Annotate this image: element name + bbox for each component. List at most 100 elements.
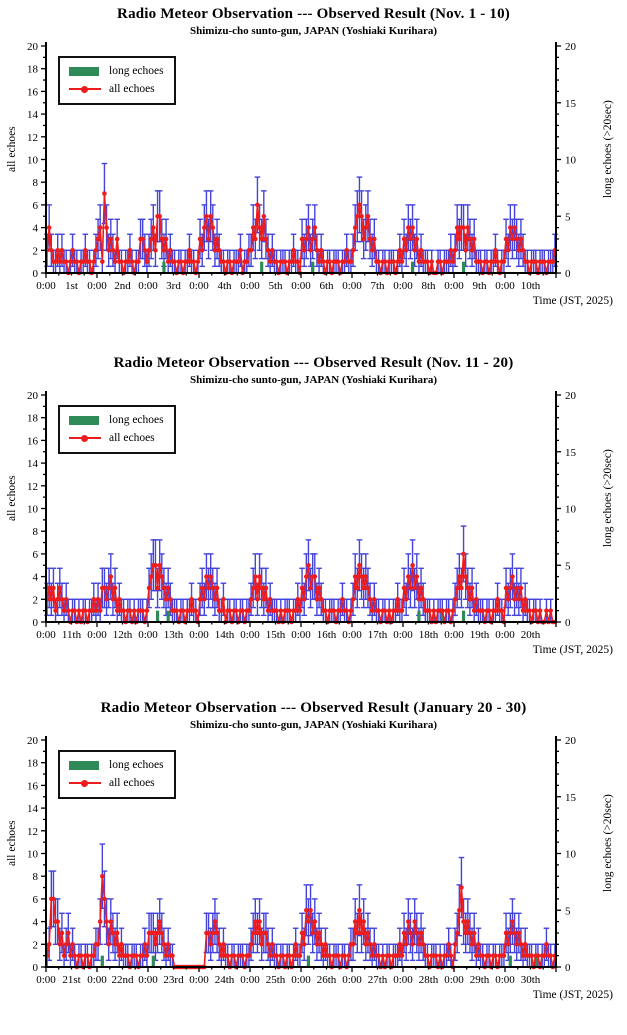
svg-text:0: 0 <box>565 617 571 629</box>
svg-text:10th: 10th <box>521 280 541 292</box>
chart-block-nov-1-10: Radio Meteor Observation --- Observed Re… <box>0 0 627 341</box>
chart-block-nov-11-20: Radio Meteor Observation --- Observed Re… <box>0 349 627 690</box>
axis-tick-labels: 0 0 2 4 5 6 8 10 10 12 14 15 16 18 20 20 0:00 11th 0:00 12t… <box>27 390 577 641</box>
legend: long echoes all echoes <box>58 405 176 454</box>
svg-text:12th: 12th <box>113 629 133 641</box>
svg-text:10: 10 <box>565 849 577 861</box>
long-echoes-bars <box>162 261 466 273</box>
svg-text:15: 15 <box>565 98 577 110</box>
svg-text:0:00: 0:00 <box>291 629 311 641</box>
svg-text:2nd: 2nd <box>114 280 131 292</box>
svg-text:5: 5 <box>565 211 571 223</box>
long-echoes-swatch-icon <box>69 66 99 76</box>
svg-text:15th: 15th <box>266 629 286 641</box>
svg-text:6: 6 <box>33 894 39 906</box>
axis-ticks <box>41 394 561 627</box>
svg-text:8th: 8th <box>421 280 436 292</box>
svg-text:0: 0 <box>565 962 571 974</box>
svg-text:18: 18 <box>27 758 39 770</box>
svg-text:16: 16 <box>27 780 39 792</box>
svg-text:0:00: 0:00 <box>444 280 464 292</box>
svg-text:0:00: 0:00 <box>189 974 209 986</box>
plot-area: 0 0 2 4 5 6 8 10 10 12 14 15 16 18 20 20 0:00 1st 0:00 2nd 0… <box>27 41 577 292</box>
svg-text:0:00: 0:00 <box>444 974 464 986</box>
all-echoes-markers <box>44 191 558 276</box>
svg-text:29th: 29th <box>470 974 490 986</box>
legend-row-long: long echoes <box>69 411 164 429</box>
long-echoes-swatch-icon <box>69 760 99 770</box>
svg-text:26th: 26th <box>317 974 337 986</box>
svg-text:0:00: 0:00 <box>87 280 107 292</box>
svg-text:0:00: 0:00 <box>495 974 515 986</box>
legend-row-all: all echoes <box>69 429 164 447</box>
svg-text:11th: 11th <box>62 629 82 641</box>
axis-ticks <box>41 739 561 972</box>
svg-text:14: 14 <box>27 458 39 470</box>
svg-text:7th: 7th <box>370 280 385 292</box>
svg-text:6: 6 <box>33 549 39 561</box>
svg-text:17th: 17th <box>368 629 388 641</box>
chart-title: Radio Meteor Observation --- Observed Re… <box>113 355 514 371</box>
svg-text:27th: 27th <box>368 974 388 986</box>
svg-text:3rd: 3rd <box>166 280 181 292</box>
svg-text:6th: 6th <box>319 280 334 292</box>
legend-all-label: all echoes <box>109 777 155 789</box>
chart-subtitle: Shimizu-cho sunto-gun, JAPAN (Yoshiaki K… <box>189 374 438 386</box>
svg-text:4th: 4th <box>217 280 232 292</box>
svg-text:0: 0 <box>33 617 39 629</box>
svg-text:2: 2 <box>33 594 39 606</box>
svg-text:0:00: 0:00 <box>393 280 413 292</box>
svg-text:16th: 16th <box>317 629 337 641</box>
svg-text:0: 0 <box>33 962 39 974</box>
x-axis-label: Time (JST, 2025) <box>532 644 613 656</box>
svg-text:0:00: 0:00 <box>342 974 362 986</box>
svg-text:12: 12 <box>27 132 38 144</box>
x-axis-label: Time (JST, 2025) <box>532 989 613 1001</box>
chart-subtitle: Shimizu-cho sunto-gun, JAPAN (Yoshiaki K… <box>189 719 438 731</box>
svg-text:4: 4 <box>33 572 39 584</box>
chart-title: Radio Meteor Observation --- Observed Re… <box>100 700 527 716</box>
all-echoes-swatch-icon <box>69 434 101 442</box>
long-echoes-swatch-icon <box>69 415 99 425</box>
svg-text:0:00: 0:00 <box>189 280 209 292</box>
svg-text:0:00: 0:00 <box>189 629 209 641</box>
all-echoes-markers <box>44 873 558 970</box>
svg-text:15: 15 <box>565 792 577 804</box>
axis-tick-labels: 0 0 2 4 5 6 8 10 10 12 14 15 16 18 20 20 0:00 1st 0:00 2nd 0… <box>27 41 577 292</box>
svg-text:0:00: 0:00 <box>495 629 515 641</box>
svg-text:20th: 20th <box>521 629 541 641</box>
svg-text:12: 12 <box>27 826 38 838</box>
legend-row-long: long echoes <box>69 62 164 80</box>
svg-text:8: 8 <box>33 871 39 883</box>
svg-text:25th: 25th <box>266 974 286 986</box>
legend-row-all: all echoes <box>69 80 164 98</box>
svg-text:2: 2 <box>33 245 39 257</box>
svg-text:20: 20 <box>27 735 39 747</box>
svg-text:0:00: 0:00 <box>342 280 362 292</box>
svg-text:21st: 21st <box>62 974 80 986</box>
svg-text:0:00: 0:00 <box>240 629 260 641</box>
svg-text:4: 4 <box>33 917 39 929</box>
svg-text:5: 5 <box>565 560 571 572</box>
svg-text:19th: 19th <box>470 629 490 641</box>
svg-text:14: 14 <box>27 803 39 815</box>
svg-text:0:00: 0:00 <box>291 974 311 986</box>
legend-long-label: long echoes <box>109 414 164 426</box>
svg-text:0:00: 0:00 <box>138 280 158 292</box>
svg-text:10: 10 <box>565 504 577 516</box>
plot-area: 0 0 2 4 5 6 8 10 10 12 14 15 16 18 20 20 0:00 11th 0:00 12t… <box>27 390 577 641</box>
svg-text:0:00: 0:00 <box>240 280 260 292</box>
svg-text:0:00: 0:00 <box>87 974 107 986</box>
svg-text:0:00: 0:00 <box>291 280 311 292</box>
svg-text:18th: 18th <box>419 629 439 641</box>
svg-text:10: 10 <box>565 155 577 167</box>
svg-text:30th: 30th <box>521 974 541 986</box>
svg-text:10: 10 <box>27 849 39 861</box>
svg-text:20: 20 <box>27 390 39 402</box>
svg-text:5: 5 <box>565 905 571 917</box>
legend: long echoes all echoes <box>58 56 176 105</box>
svg-text:0: 0 <box>565 268 571 280</box>
svg-text:1st: 1st <box>65 280 78 292</box>
svg-text:10: 10 <box>27 155 39 167</box>
